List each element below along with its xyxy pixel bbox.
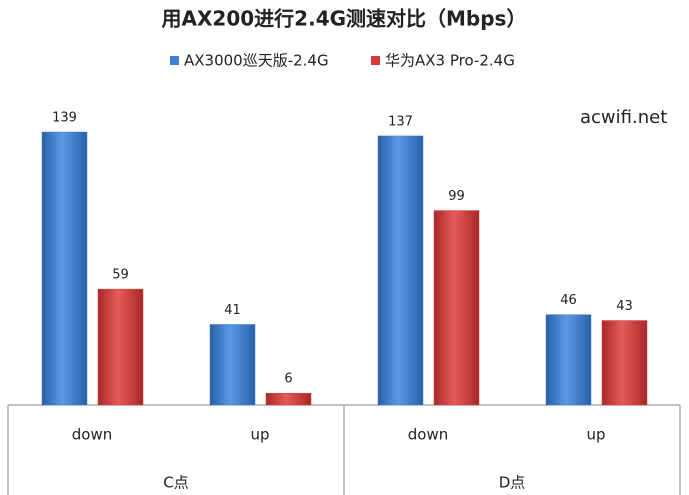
- legend-swatch: [371, 56, 380, 65]
- data-label: 59: [112, 268, 129, 283]
- x-tick-label: down: [72, 426, 112, 444]
- watermark: acwifi.net: [580, 107, 667, 128]
- x-tick-label: up: [250, 426, 269, 444]
- data-label: 99: [448, 189, 465, 204]
- legend-swatch: [170, 56, 179, 65]
- data-label: 6: [284, 372, 292, 387]
- bar: [545, 314, 592, 406]
- bar: [433, 210, 480, 406]
- legend-label: 华为AX3 Pro-2.4G: [385, 52, 515, 70]
- data-label: 43: [616, 299, 633, 314]
- bar: [209, 324, 256, 406]
- bar: [41, 131, 88, 406]
- group-label: D点: [499, 474, 526, 492]
- bar: [265, 392, 312, 406]
- data-label: 137: [388, 114, 413, 129]
- data-label: 139: [52, 111, 77, 126]
- data-label: 41: [224, 303, 241, 318]
- group-label: C点: [163, 474, 188, 492]
- bar: [97, 288, 144, 406]
- bar: [377, 135, 424, 406]
- legend-label: AX3000巡天版-2.4G: [184, 52, 329, 70]
- data-label: 46: [560, 293, 577, 308]
- bar: [601, 320, 648, 406]
- x-tick-label: down: [408, 426, 448, 444]
- chart-title: 用AX200进行2.4G测速对比（Mbps）: [162, 7, 527, 31]
- x-tick-label: up: [586, 426, 605, 444]
